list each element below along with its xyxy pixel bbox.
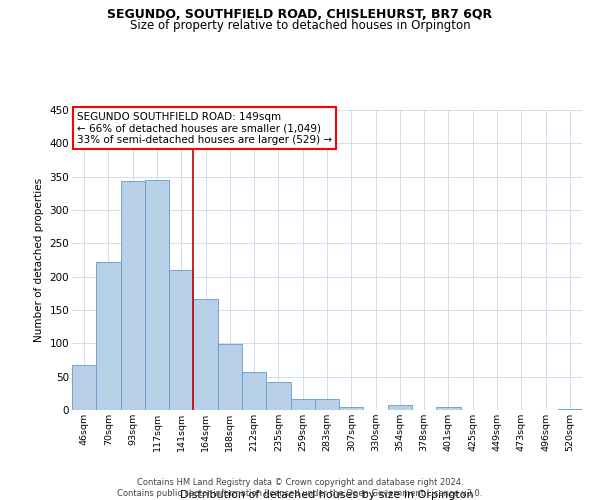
Bar — [145, 180, 169, 410]
Bar — [193, 300, 218, 410]
Bar — [242, 372, 266, 410]
Text: SEGUNDO, SOUTHFIELD ROAD, CHISLEHURST, BR7 6QR: SEGUNDO, SOUTHFIELD ROAD, CHISLEHURST, B… — [107, 8, 493, 20]
Text: Size of property relative to detached houses in Orpington: Size of property relative to detached ho… — [130, 18, 470, 32]
Bar — [218, 344, 242, 410]
Text: Contains HM Land Registry data © Crown copyright and database right 2024.
Contai: Contains HM Land Registry data © Crown c… — [118, 478, 482, 498]
Y-axis label: Number of detached properties: Number of detached properties — [34, 178, 44, 342]
Bar — [290, 400, 315, 410]
Bar — [72, 366, 96, 410]
Text: SEGUNDO SOUTHFIELD ROAD: 149sqm
← 66% of detached houses are smaller (1,049)
33%: SEGUNDO SOUTHFIELD ROAD: 149sqm ← 66% of… — [77, 112, 332, 144]
Bar — [169, 270, 193, 410]
Bar — [266, 382, 290, 410]
Bar — [315, 398, 339, 410]
Bar — [339, 406, 364, 410]
X-axis label: Distribution of detached houses by size in Orpington: Distribution of detached houses by size … — [180, 490, 474, 500]
Bar — [558, 408, 582, 410]
Bar — [388, 404, 412, 410]
Bar — [121, 182, 145, 410]
Bar — [436, 408, 461, 410]
Bar — [96, 262, 121, 410]
